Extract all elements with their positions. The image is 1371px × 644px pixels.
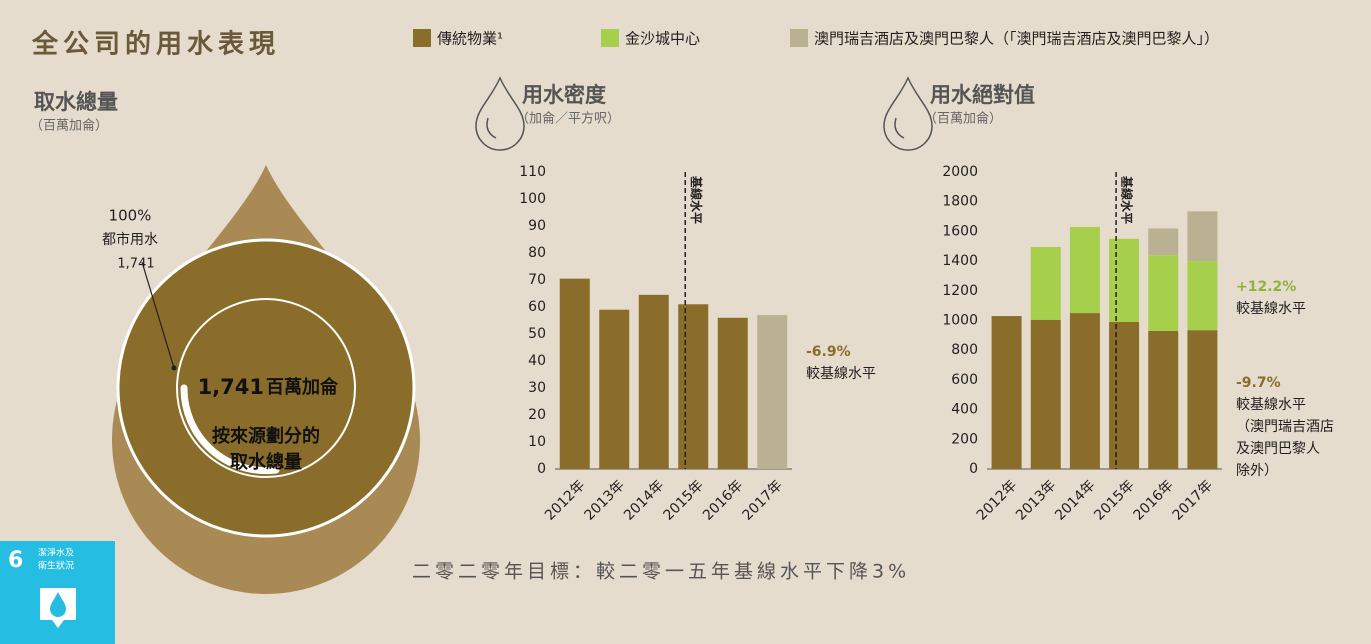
center-value: 1,741 xyxy=(198,375,264,399)
y-tick-label: 2000 xyxy=(942,164,978,180)
bar-segment xyxy=(1187,211,1217,261)
bar-segment xyxy=(1187,330,1217,469)
x-tick-label: 2017年 xyxy=(1170,477,1216,523)
y-tick-label: 80 xyxy=(528,245,546,261)
annotation: 較基線水平 xyxy=(1236,396,1306,413)
bar-segment xyxy=(1031,247,1061,320)
x-tick-label: 2014年 xyxy=(1052,477,1098,523)
drop-icon xyxy=(487,118,496,138)
infographic: 全公司的用水表現 二零二零年目標：較二零一五年基線水平下降3% 6 潔淨水及 衛… xyxy=(0,0,1371,644)
y-tick-label: 1600 xyxy=(942,223,978,239)
sdg-label: 潔淨水及 xyxy=(38,547,74,559)
annotation: 及澳門巴黎人 xyxy=(1236,441,1320,457)
x-tick-label: 2016年 xyxy=(1130,477,1176,523)
y-tick-label: 0 xyxy=(969,461,978,477)
page: { "title": "全公司的用水表現", "chart_data": [ {… xyxy=(0,0,1371,644)
chart-subtitle: （加侖／平方呎） xyxy=(516,111,620,127)
bar xyxy=(757,315,787,469)
bar-segment xyxy=(1031,320,1061,469)
center-caption: 取水總量 xyxy=(230,451,302,473)
bar xyxy=(599,310,629,469)
y-tick-label: 0 xyxy=(537,461,546,477)
legend-swatch xyxy=(601,29,619,47)
callout: 1,741 xyxy=(117,257,154,272)
x-tick-label: 2013年 xyxy=(581,477,627,523)
baseline-label: 基線水平 xyxy=(689,175,704,224)
x-tick-label: 2015年 xyxy=(660,477,706,523)
bar-segment xyxy=(1070,313,1100,469)
bar-segment xyxy=(1148,228,1178,255)
annotation: +12.2% xyxy=(1236,279,1296,295)
x-tick-label: 2017年 xyxy=(739,477,785,523)
x-tick-label: 2015年 xyxy=(1091,477,1137,523)
y-tick-label: 200 xyxy=(951,431,978,447)
legend-label: 傳統物業¹ xyxy=(437,30,503,48)
x-tick-label: 2012年 xyxy=(542,477,588,523)
annotation: -6.9% xyxy=(806,344,851,360)
y-tick-label: 1800 xyxy=(942,194,978,210)
bar-segment xyxy=(1109,322,1139,469)
y-tick-label: 100 xyxy=(519,191,546,207)
legend-swatch xyxy=(413,29,431,47)
category-label: 都市用水 xyxy=(102,231,158,248)
x-tick-label: 2013年 xyxy=(1013,477,1059,523)
y-tick-label: 600 xyxy=(951,372,978,388)
y-tick-label: 10 xyxy=(528,434,546,450)
target-note: 二零二零年目標：較二零一五年基線水平下降3% xyxy=(412,561,910,583)
y-tick-label: 90 xyxy=(528,218,546,234)
x-tick-label: 2012年 xyxy=(974,477,1020,523)
leader-dot xyxy=(172,366,177,371)
value-label: 100% xyxy=(109,207,152,225)
drop-icon xyxy=(895,118,904,138)
chart-subtitle: （百萬加侖） xyxy=(30,118,108,134)
chart-title: 取水總量 xyxy=(34,90,118,114)
y-tick-label: 1200 xyxy=(942,283,978,299)
sdg-number: 6 xyxy=(8,548,23,573)
y-tick-label: 110 xyxy=(519,164,546,180)
y-tick-label: 1400 xyxy=(942,253,978,269)
y-tick-label: 60 xyxy=(528,299,546,315)
annotation: 除外） xyxy=(1236,463,1278,479)
annotation: -9.7% xyxy=(1236,375,1281,391)
bar-segment xyxy=(992,316,1022,469)
chart-title: 用水絕對值 xyxy=(930,83,1035,107)
annotation: 較基線水平 xyxy=(806,365,876,382)
legend-swatch xyxy=(790,29,808,47)
x-tick-label: 2014年 xyxy=(621,477,667,523)
y-tick-label: 400 xyxy=(951,402,978,418)
center-unit: 百萬加侖 xyxy=(266,376,339,398)
bar-segment xyxy=(1148,331,1178,469)
chart-title: 用水密度 xyxy=(522,83,606,107)
annotation: （澳門瑞吉酒店 xyxy=(1236,419,1334,435)
bar xyxy=(560,279,590,469)
center-caption: 按來源劃分的 xyxy=(212,425,320,447)
bar xyxy=(639,295,669,469)
page-title: 全公司的用水表現 xyxy=(31,29,280,60)
bar-segment xyxy=(1187,261,1217,330)
annotation: 較基線水平 xyxy=(1236,300,1306,317)
baseline-label: 基線水平 xyxy=(1120,175,1135,224)
y-tick-label: 1000 xyxy=(942,313,978,329)
bar xyxy=(718,318,748,469)
bar-segment xyxy=(1148,255,1178,331)
y-tick-label: 30 xyxy=(528,380,546,396)
y-tick-label: 50 xyxy=(528,326,546,342)
bar-segment xyxy=(1070,227,1100,313)
legend-label: 澳門瑞吉酒店及澳門巴黎人（「澳門瑞吉酒店及澳門巴黎人」） xyxy=(814,30,1219,48)
y-tick-label: 70 xyxy=(528,272,546,288)
y-tick-label: 800 xyxy=(951,342,978,358)
bar-segment xyxy=(1109,239,1139,322)
bar xyxy=(678,304,708,469)
y-tick-label: 20 xyxy=(528,407,546,423)
sdg-label: 衛生狀況 xyxy=(38,560,74,572)
chart-subtitle: （百萬加侖） xyxy=(924,111,1002,127)
legend-label: 金沙城中心 xyxy=(625,30,700,48)
y-tick-label: 40 xyxy=(528,353,546,369)
x-tick-label: 2016年 xyxy=(700,477,746,523)
